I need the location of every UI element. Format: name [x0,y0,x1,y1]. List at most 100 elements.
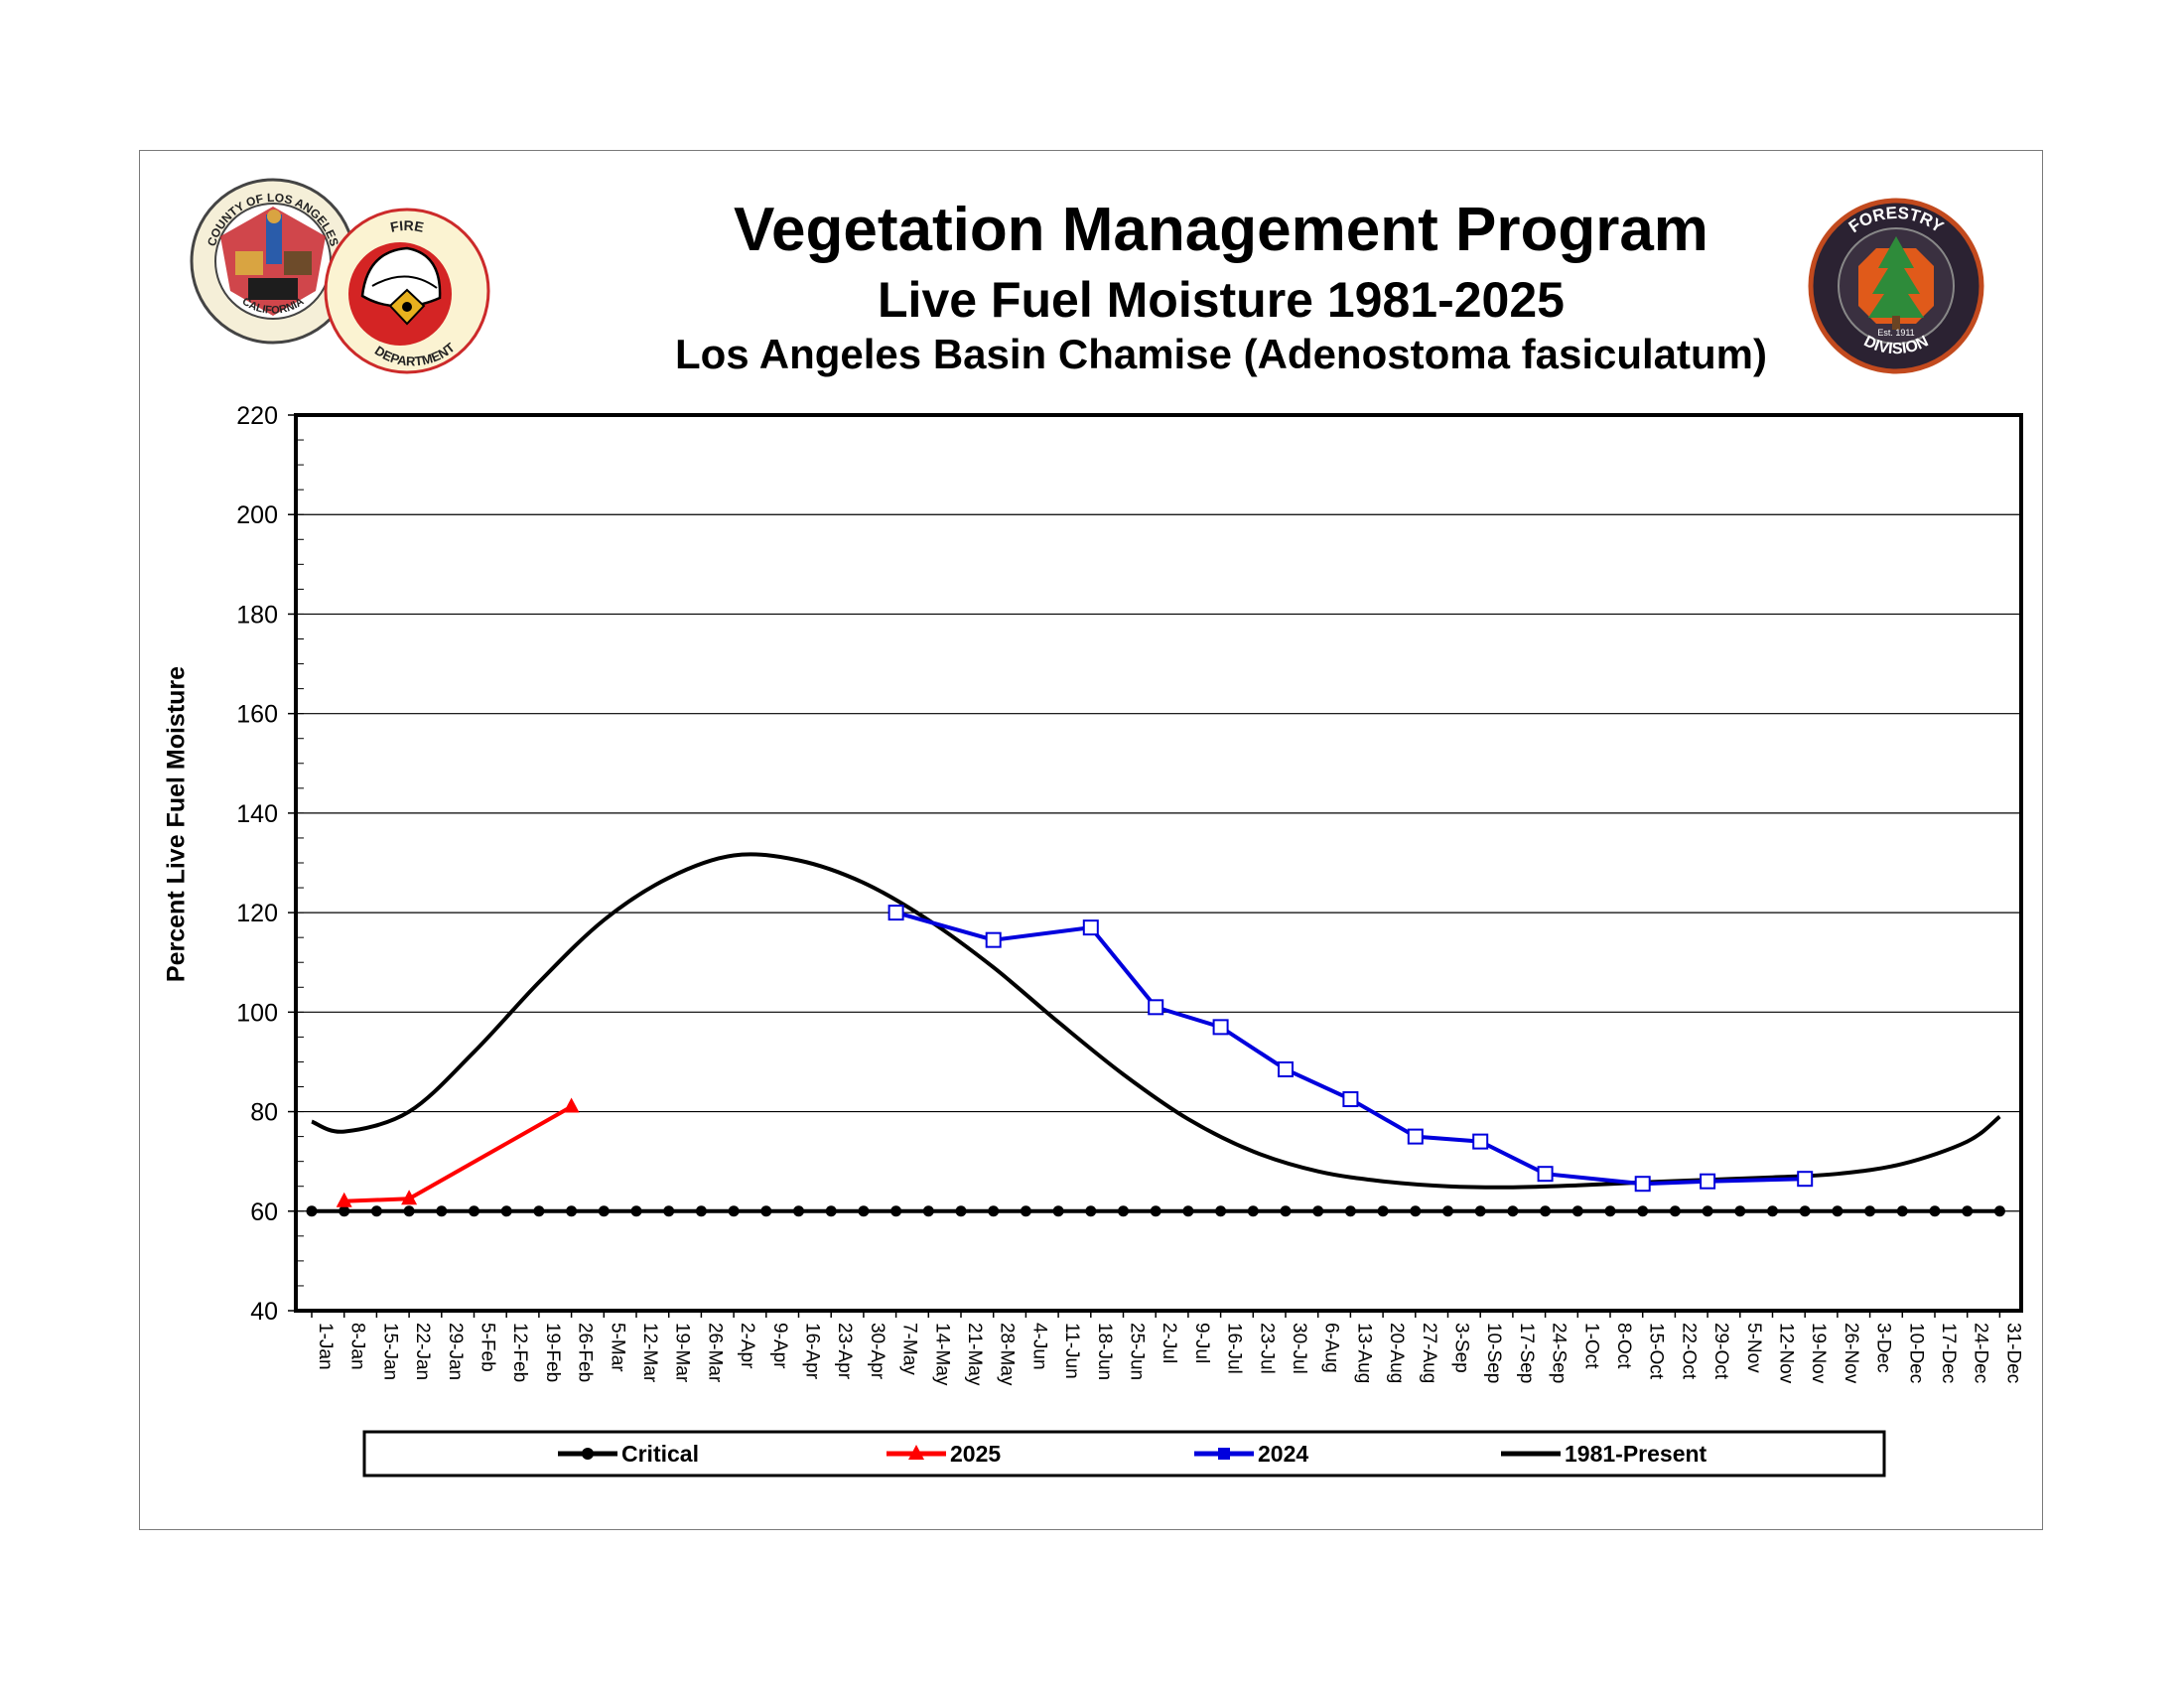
x-tick-label: 17-Dec [1938,1323,1959,1383]
critical-point [1215,1205,1227,1217]
x-tick-label: 2-Apr [737,1323,757,1369]
x-tick-label: 3-Sep [1451,1323,1472,1373]
point-2024 [1278,1060,1294,1077]
chart-frame [139,150,2043,1530]
x-tick-label: 29-Jan [445,1323,466,1380]
critical-point [403,1205,415,1217]
legend-label-2024: 2024 [1258,1441,1308,1467]
y-tick-label: 120 [236,900,278,927]
county-seal-logo: COUNTY OF LOS ANGELES CALIFORNIA [190,178,356,345]
y-tick-label: 100 [236,999,278,1027]
x-tick-label: 5-Nov [1743,1323,1764,1373]
critical-point [1507,1205,1519,1217]
y-tick-label: 180 [236,601,278,629]
critical-point [695,1205,707,1217]
x-tick-label: 7-May [899,1323,920,1375]
critical-point [922,1205,934,1217]
x-tick-label: 30-Jul [1289,1323,1309,1374]
x-tick-label: 24-Dec [1971,1323,1991,1383]
critical-point [1864,1205,1876,1217]
critical-point [1702,1205,1713,1217]
critical-point [1442,1205,1453,1217]
point-2024 [1472,1133,1489,1150]
fire-department-logo: FIRE DEPARTMENT [324,208,490,374]
x-tick-label: 12-Mar [639,1323,660,1383]
point-2024 [1700,1173,1716,1190]
series-line-2024 [895,911,1806,1187]
x-tick-label: 8-Jan [347,1323,368,1370]
critical-point [760,1205,772,1217]
point-2024 [1407,1128,1424,1145]
critical-point [1410,1205,1422,1217]
y-tick-label: 60 [250,1198,278,1226]
critical-point [858,1205,870,1217]
critical-point [1767,1205,1778,1217]
x-tick-label: 6-Aug [1321,1323,1342,1373]
critical-point [1669,1205,1681,1217]
x-tick-label: 16-Apr [802,1323,823,1380]
critical-point [1799,1205,1811,1217]
legend-label-2025: 2025 [950,1441,1001,1467]
x-tick-label: 15-Jan [379,1323,400,1380]
x-tick-label: 2-Jul [1159,1323,1179,1363]
critical-point [1085,1205,1097,1217]
critical-point [825,1205,837,1217]
critical-point [533,1205,545,1217]
critical-point [598,1205,610,1217]
x-tick-label: 10-Dec [1905,1323,1926,1383]
critical-point [1118,1205,1129,1217]
critical-point [1637,1205,1649,1217]
point-2024 [1082,919,1099,936]
critical-point [1052,1205,1064,1217]
critical-point [1734,1205,1746,1217]
x-tick-label: 15-Oct [1646,1323,1667,1380]
critical-point [306,1205,318,1217]
x-tick-label: 31-Dec [2002,1323,2023,1383]
point-2025 [401,1190,418,1205]
critical-point [1150,1205,1161,1217]
forestry-division-logo: FORESTRY DIVISION Est. 1911 [1808,198,1984,374]
critical-point [1832,1205,1843,1217]
x-tick-label: 23-Apr [834,1323,855,1380]
point-2025 [336,1192,352,1207]
chart-species-label: Los Angeles Basin Chamise (Adenostoma fa… [674,331,1768,377]
point-2024 [1342,1091,1359,1108]
point-2024 [1634,1176,1651,1193]
x-tick-label: 16-Jul [1224,1323,1245,1374]
x-tick-label: 26-Mar [704,1323,725,1383]
critical-point [469,1205,479,1217]
critical-point [1312,1205,1324,1217]
x-tick-label: 21-May [964,1323,985,1386]
critical-point [1182,1205,1194,1217]
x-tick-label: 25-Jun [1127,1323,1148,1380]
x-tick-label: 1-Oct [1580,1323,1601,1369]
point-2024 [1148,999,1164,1016]
series-line-2025 [343,1104,573,1203]
critical-point [630,1205,642,1217]
chart-subtitle: Live Fuel Moisture 1981-2025 [878,272,1565,328]
x-tick-label: 18-Jun [1094,1323,1115,1380]
critical-point [890,1205,902,1217]
legend-box [362,1430,1886,1477]
point-2024 [1797,1171,1814,1188]
x-tick-label: 22-Oct [1678,1323,1699,1380]
point-2024 [985,931,1002,948]
x-tick-label: 23-Jul [1256,1323,1277,1374]
y-tick-label: 220 [236,402,278,430]
x-tick-label: 27-Aug [1419,1323,1439,1383]
point-2024 [1212,1019,1229,1036]
plot-area-border [294,413,2023,1313]
series-line-1981-present [311,852,2001,1190]
x-tick-label: 14-May [931,1323,952,1386]
critical-point [1247,1205,1259,1217]
critical-point [436,1205,448,1217]
x-tick-label: 9-Apr [769,1323,790,1369]
x-tick-label: 9-Jul [1191,1323,1212,1363]
x-tick-label: 19-Mar [672,1323,693,1383]
x-tick-label: 17-Sep [1516,1323,1537,1383]
critical-point [728,1205,740,1217]
y-tick-label: 80 [250,1099,278,1127]
x-tick-label: 3-Dec [1873,1323,1894,1373]
point-2025 [563,1097,580,1113]
